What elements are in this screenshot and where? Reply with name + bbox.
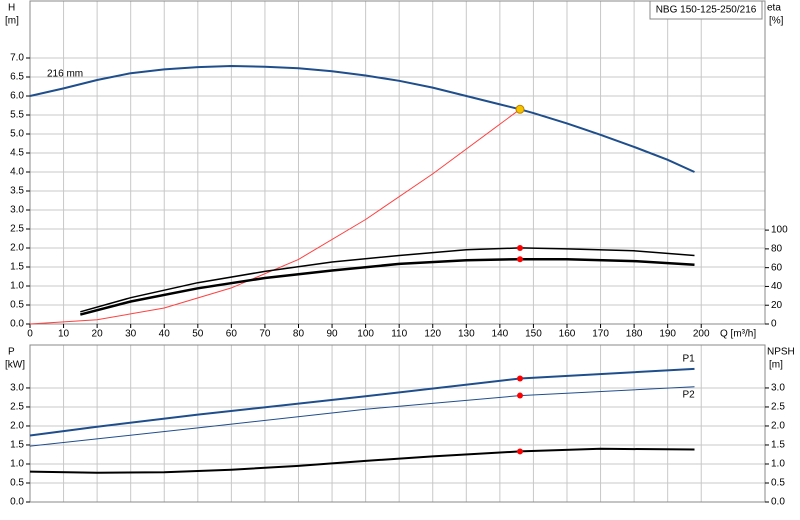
y2-axis-label: NPSH — [767, 347, 795, 358]
y-axis-label: P — [8, 347, 15, 358]
y2-tick-label: 100 — [771, 225, 788, 236]
y-tick-label: 4.0 — [10, 167, 24, 178]
y-tick-label: 6.0 — [10, 91, 24, 102]
y-tick-label: 3.0 — [10, 205, 24, 216]
y-tick-label: 2.5 — [10, 402, 24, 413]
y2-tick-label: 40 — [771, 281, 783, 292]
plot-border — [29, 344, 766, 503]
x-tick-label: 130 — [458, 329, 475, 340]
y-tick-label: 5.0 — [10, 129, 24, 140]
x-tick-label: 90 — [326, 329, 338, 340]
x-tick-label: 110 — [391, 329, 407, 340]
y-tick-label: 4.5 — [10, 148, 24, 159]
y2-tick-label: 1.0 — [771, 459, 785, 470]
plot-border — [29, 0, 766, 325]
y-tick-label: 1.5 — [10, 440, 24, 451]
x-tick-label: 40 — [159, 329, 171, 340]
y-tick-label: 1.0 — [10, 281, 24, 292]
y-tick-label: 0.5 — [10, 478, 24, 489]
y2-axis-unit: [m] — [769, 360, 783, 371]
operating-point — [517, 375, 523, 382]
x-tick-label: 150 — [525, 329, 542, 340]
x-tick-label: 10 — [58, 329, 70, 340]
x-tick-label: 20 — [92, 329, 104, 340]
curve — [29, 64, 695, 173]
x-tick-label: 120 — [424, 329, 441, 340]
y-tick-label: 1.0 — [10, 459, 24, 470]
operating-point — [517, 448, 523, 455]
curve — [29, 386, 695, 447]
x-tick-label: 50 — [192, 329, 204, 340]
y2-tick-label: 2.0 — [771, 421, 785, 432]
x-tick-label: 170 — [592, 329, 609, 340]
curve — [80, 247, 695, 313]
x-tick-label: 60 — [226, 329, 238, 340]
curve-label: P2 — [683, 389, 696, 400]
x-tick-label: 160 — [559, 329, 576, 340]
y-tick-label: 6.5 — [10, 72, 24, 83]
y-tick-label: 2.5 — [10, 224, 24, 235]
operating-point — [517, 392, 523, 399]
curve — [79, 257, 695, 316]
x-tick-label: 140 — [492, 329, 509, 340]
y2-tick-label: 0 — [771, 319, 777, 330]
y2-tick-label: 20 — [771, 300, 783, 311]
plot-area — [30, 1, 765, 324]
y-tick-label: 1.5 — [10, 262, 24, 273]
y2-tick-label: 0.0 — [771, 497, 785, 508]
y-tick-label: 2.0 — [10, 243, 24, 254]
y2-axis-unit: [%] — [769, 16, 784, 27]
x-tick-label: 0 — [27, 329, 33, 340]
x-tick-label: 30 — [125, 329, 137, 340]
y2-axis-label: eta — [767, 3, 781, 14]
y-tick-label: 0.0 — [10, 497, 24, 508]
y-tick-label: 3.0 — [10, 383, 24, 394]
x-tick-label: 200 — [693, 329, 710, 340]
y2-tick-label: 80 — [771, 244, 783, 255]
x-tick-label: 70 — [259, 329, 271, 340]
y2-tick-label: 3.0 — [771, 383, 785, 394]
x-axis-label: Q [m³/h] — [720, 329, 756, 340]
x-tick-label: 190 — [659, 329, 676, 340]
y2-tick-label: 2.5 — [771, 402, 785, 413]
curve-label: 216 mm — [47, 69, 83, 80]
y2-tick-label: 60 — [771, 262, 783, 273]
curve-label: P1 — [683, 354, 696, 365]
y2-tick-label: 0.5 — [771, 478, 785, 489]
plot-area — [30, 345, 765, 502]
x-tick-label: 100 — [357, 329, 374, 340]
y2-tick-label: 1.5 — [771, 440, 785, 451]
curve — [29, 108, 521, 325]
title-box — [649, 0, 763, 20]
y-tick-label: 5.5 — [10, 110, 24, 121]
y-axis-unit: [m] — [5, 16, 19, 27]
x-tick-label: 180 — [626, 329, 643, 340]
y-tick-label: 7.0 — [10, 53, 24, 64]
y-tick-label: 2.0 — [10, 421, 24, 432]
operating-point — [515, 104, 525, 114]
y-tick-label: 0.0 — [10, 319, 24, 330]
y-tick-label: 0.5 — [10, 300, 24, 311]
x-tick-label: 80 — [293, 329, 305, 340]
y-axis-label: H — [8, 3, 15, 14]
operating-point — [517, 256, 523, 263]
operating-point — [517, 244, 523, 251]
y-tick-label: 3.5 — [10, 186, 24, 197]
y-axis-unit: [kW] — [5, 360, 25, 371]
curve — [29, 367, 695, 437]
curve — [29, 447, 695, 474]
chart-title: NBG 150-125-250/216 — [656, 5, 757, 16]
